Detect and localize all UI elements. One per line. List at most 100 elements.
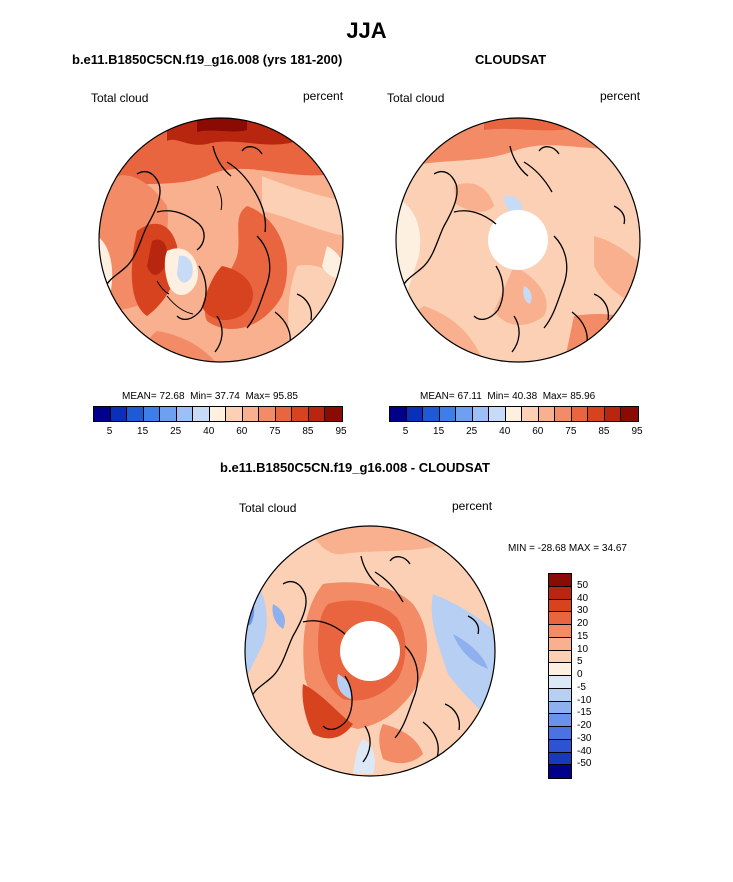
right-mean-value: 67.11 xyxy=(457,391,482,402)
colorbar-swatch xyxy=(549,727,571,740)
colorbar-swatch xyxy=(621,407,638,421)
colorbar-swatch xyxy=(555,407,572,421)
colorbar-tick-label: 5 xyxy=(577,656,583,668)
colorbar-tick-label: 75 xyxy=(269,426,281,437)
colorbar-tick-label: 15 xyxy=(137,426,149,437)
right-max-value: 85.96 xyxy=(570,391,596,402)
figure-title: JJA xyxy=(346,18,387,43)
left-min-value: 37.74 xyxy=(214,391,240,402)
colorbar-tick-label: -50 xyxy=(577,758,592,770)
left-polar-map xyxy=(98,117,344,363)
colorbar-swatch xyxy=(549,663,571,676)
diff-colorbar xyxy=(548,573,572,779)
colorbar-swatch xyxy=(549,586,571,600)
colorbar-tick-label: -15 xyxy=(577,707,592,719)
colorbar-tick-label: 20 xyxy=(577,618,589,629)
right-mean-label: MEAN= xyxy=(420,391,455,402)
colorbar-swatch xyxy=(259,407,276,421)
colorbar-tick-label: 50 xyxy=(577,579,589,591)
colorbar-swatch xyxy=(549,574,571,587)
colorbar-swatch xyxy=(549,752,571,766)
colorbar-tick-label: 40 xyxy=(499,426,511,437)
colorbar-swatch xyxy=(176,407,194,421)
right-panel-title: CLOUDSAT xyxy=(475,52,547,67)
colorbar-tick-label: 75 xyxy=(565,426,577,437)
colorbar-swatch xyxy=(549,739,571,753)
colorbar-tick-label: 40 xyxy=(203,426,215,437)
left-variable-label: Total cloud xyxy=(91,91,149,105)
colorbar-swatch xyxy=(549,688,571,702)
colorbar-swatch xyxy=(538,407,556,421)
colorbar-swatch xyxy=(308,407,326,421)
left-panel-title: b.e11.B1850C5CN.f19_g16.008 (yrs 181-200… xyxy=(72,52,343,67)
colorbar-swatch xyxy=(94,407,111,421)
diff-variable-label: Total cloud xyxy=(239,501,297,515)
colorbar-swatch xyxy=(549,765,571,778)
colorbar-swatch xyxy=(143,407,161,421)
colorbar-swatch xyxy=(549,650,571,664)
colorbar-swatch xyxy=(505,407,523,421)
colorbar-swatch xyxy=(242,407,260,421)
right-variable-label: Total cloud xyxy=(387,91,445,105)
colorbar-tick-label: 60 xyxy=(532,426,544,437)
colorbar-tick-label: -10 xyxy=(577,694,592,706)
colorbar-swatch xyxy=(325,407,342,421)
colorbar-swatch xyxy=(406,407,424,421)
right-polar-map xyxy=(395,117,641,363)
colorbar-swatch xyxy=(472,407,490,421)
colorbar-swatch xyxy=(423,407,440,421)
colorbar-tick-label: 25 xyxy=(466,426,478,437)
colorbar-tick-label: 15 xyxy=(433,426,445,437)
right-stats: MEAN= 67.11 Min= 40.38 Max= 85.96 xyxy=(420,391,595,402)
colorbar-swatch xyxy=(390,407,407,421)
colorbar-swatch xyxy=(456,407,473,421)
left-stats: MEAN= 72.68 Min= 37.74 Max= 95.85 xyxy=(122,391,298,402)
left-mean-value: 72.68 xyxy=(159,391,185,402)
colorbar-swatch xyxy=(549,714,571,727)
diff-panel-title: b.e11.B1850C5CN.f19_g16.008 - CLOUDSAT xyxy=(220,460,490,475)
colorbar-tick-label: 10 xyxy=(577,643,589,655)
right-max-label: Max= xyxy=(542,391,568,402)
colorbar-tick-label: 85 xyxy=(302,426,314,437)
colorbar-tick-label: 40 xyxy=(577,592,589,604)
right-min-value: 40.38 xyxy=(512,391,538,402)
colorbar-swatch xyxy=(160,407,177,421)
left-min-label: Min= xyxy=(190,391,213,402)
colorbar-swatch xyxy=(439,407,457,421)
colorbar-swatch xyxy=(549,701,571,715)
colorbar-swatch xyxy=(549,625,571,638)
colorbar-swatch xyxy=(549,599,571,613)
diff-units-label: percent xyxy=(452,499,493,513)
colorbar-swatch xyxy=(226,407,243,421)
diff-min-max-stats: MIN = -28.68 MAX = 34.67 xyxy=(508,543,627,554)
left-mean-label: MEAN= xyxy=(122,391,157,402)
colorbar-tick-label: -40 xyxy=(577,745,592,757)
colorbar-swatch xyxy=(549,637,571,651)
colorbar-tick-label: 0 xyxy=(577,669,583,680)
colorbar-swatch xyxy=(292,407,309,421)
colorbar-swatch xyxy=(588,407,605,421)
colorbar-swatch xyxy=(549,612,571,625)
colorbar-tick-label: 15 xyxy=(577,630,589,642)
colorbar-tick-label: 30 xyxy=(577,605,589,617)
colorbar-tick-label: 25 xyxy=(170,426,182,437)
colorbar-tick-label: 5 xyxy=(402,426,409,437)
right-units-label: percent xyxy=(600,89,641,103)
left-max-value: 95.85 xyxy=(272,391,298,402)
left-units-label: percent xyxy=(303,89,344,103)
colorbar-swatch xyxy=(110,407,128,421)
colorbar-swatch xyxy=(571,407,589,421)
colorbar-tick-label: -30 xyxy=(577,732,592,744)
colorbar-swatch xyxy=(209,407,227,421)
colorbar-swatch xyxy=(604,407,622,421)
colorbar-tick-label: 5 xyxy=(106,426,113,437)
right-colorbar xyxy=(389,406,639,422)
colorbar-tick-label: 85 xyxy=(598,426,610,437)
colorbar-swatch xyxy=(275,407,293,421)
colorbar-swatch xyxy=(549,676,571,689)
right-min-label: Min= xyxy=(487,391,510,402)
colorbar-tick-label: -5 xyxy=(577,681,586,693)
diff-polar-map xyxy=(244,525,496,777)
colorbar-swatch xyxy=(127,407,144,421)
colorbar-tick-label: -20 xyxy=(577,720,592,731)
